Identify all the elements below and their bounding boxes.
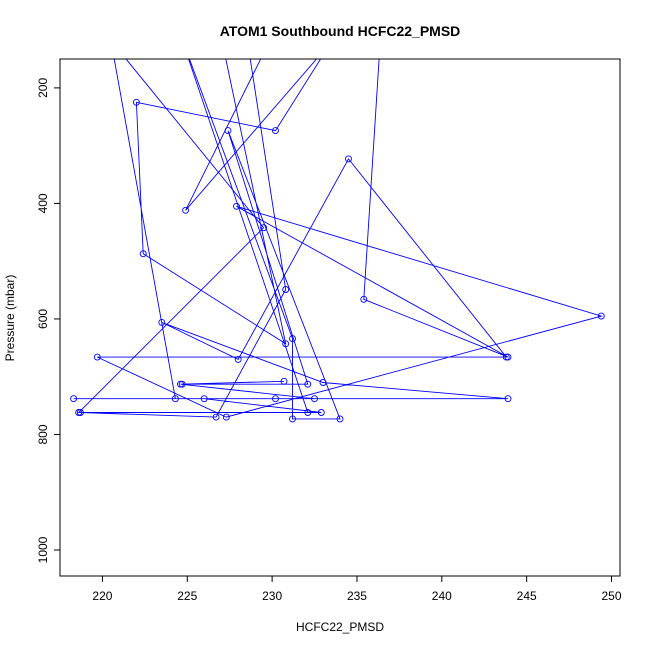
data-point <box>336 415 344 423</box>
data-point <box>502 353 510 361</box>
data-point <box>317 409 325 416</box>
data-point <box>282 286 290 293</box>
data-point <box>272 127 279 135</box>
x-tick-label: 250 <box>601 589 621 603</box>
data-point <box>233 202 240 210</box>
data-point <box>345 155 352 163</box>
y-tick-label: 400 <box>36 193 50 213</box>
x-tick-label: 225 <box>177 589 197 603</box>
data-point <box>360 295 368 303</box>
data-point <box>304 409 312 416</box>
y-axis-label: Pressure (mbar) <box>3 275 17 362</box>
x-tick-label: 230 <box>262 589 282 603</box>
data-point <box>597 312 605 320</box>
data-point <box>280 377 288 385</box>
data-point <box>282 340 290 348</box>
data-point <box>319 379 327 386</box>
y-tick-label: 1000 <box>36 536 50 563</box>
data-point <box>504 395 512 403</box>
data-point <box>132 98 140 106</box>
data-point <box>158 318 166 326</box>
y-tick-label: 200 <box>36 78 50 98</box>
data-point <box>76 409 84 416</box>
data-point <box>260 224 268 232</box>
data-point <box>200 395 208 403</box>
data-point <box>272 395 279 403</box>
data-point <box>70 395 78 403</box>
data-point <box>224 127 232 135</box>
data-point <box>311 395 318 403</box>
data-point <box>212 413 220 421</box>
x-tick-label: 235 <box>347 589 367 603</box>
data-point <box>234 355 242 363</box>
data-point <box>289 415 296 423</box>
y-tick-label: 800 <box>36 424 50 444</box>
chart-title: ATOM1 Southbound HCFC22_PMSD <box>220 23 461 39</box>
data-point <box>178 380 186 388</box>
x-axis: 220 225 230 235 240 245 250 <box>92 575 622 603</box>
plot-frame <box>59 58 621 577</box>
series-line <box>73 59 603 420</box>
data-point <box>304 380 312 388</box>
data-point <box>171 395 179 403</box>
data-point <box>93 353 101 361</box>
x-tick-label: 220 <box>92 589 112 603</box>
x-tick-label: 240 <box>432 589 452 603</box>
data-point <box>139 250 147 258</box>
data-point <box>289 335 296 343</box>
x-axis-label: HCFC22_PMSD <box>296 620 384 634</box>
plot-area <box>70 59 605 423</box>
y-tick-label: 600 <box>36 309 50 329</box>
data-point <box>222 413 230 421</box>
data-point <box>182 206 190 214</box>
x-tick-label: 245 <box>517 589 537 603</box>
